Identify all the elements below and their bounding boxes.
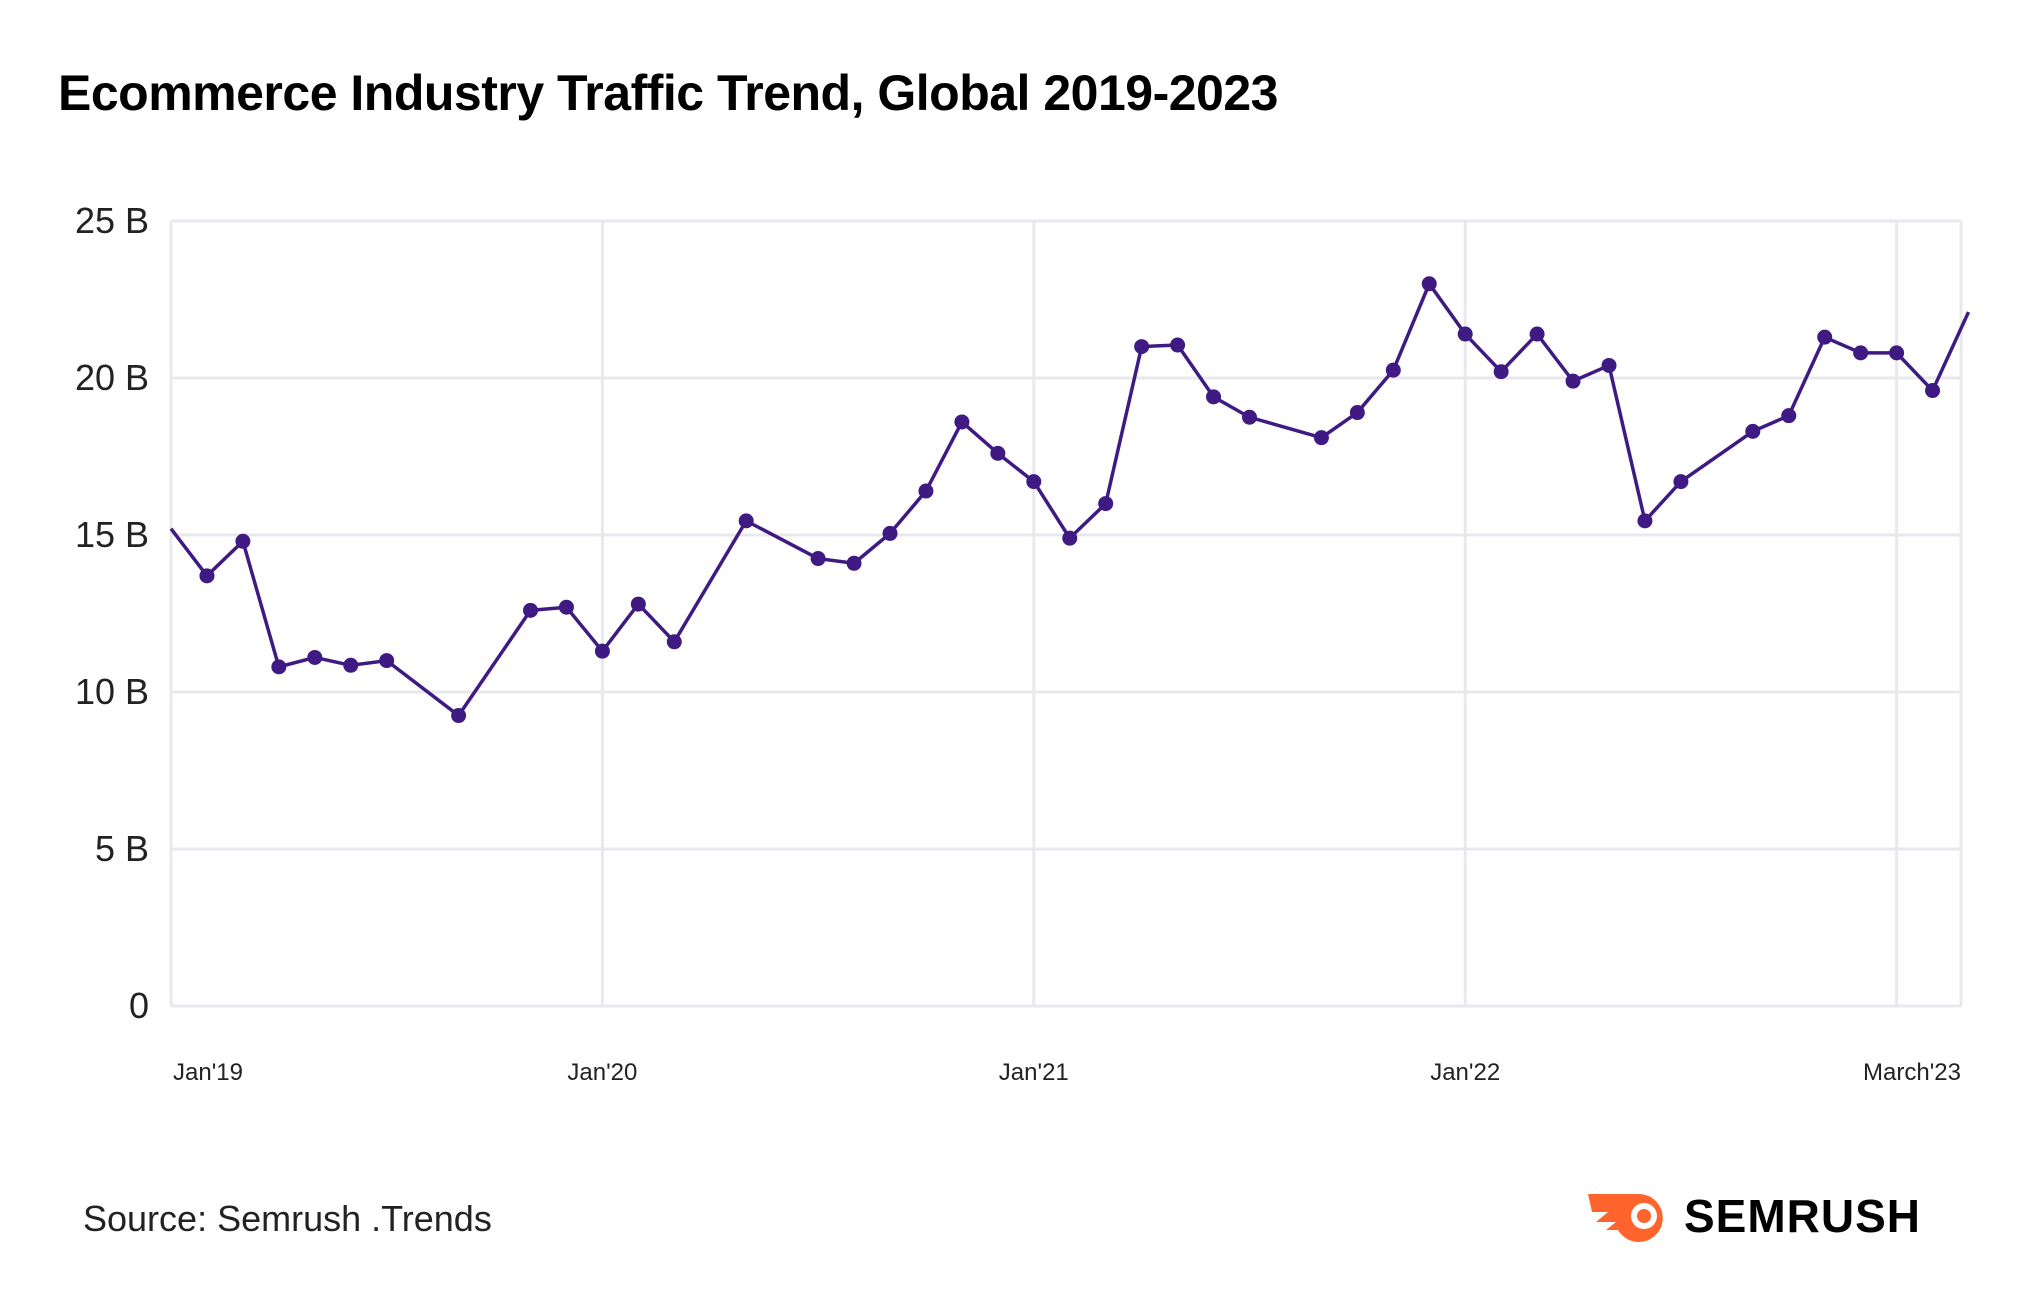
data-point (1134, 339, 1150, 355)
data-point (882, 525, 898, 541)
data-point (1781, 408, 1797, 424)
data-point (738, 513, 754, 529)
y-tick-label: 5 B (95, 828, 149, 869)
data-point (846, 555, 862, 571)
series-line (169, 282, 1971, 718)
data-point (1098, 496, 1114, 512)
data-point (1457, 326, 1473, 342)
data-point (1242, 409, 1257, 425)
x-tick-label: Jan'21 (999, 1059, 1069, 1086)
data-point (558, 599, 574, 615)
data-point (1313, 430, 1329, 446)
data-point (523, 602, 538, 618)
data-point (199, 568, 215, 584)
data-point (1493, 364, 1509, 380)
data-point (379, 653, 395, 669)
data-point (1673, 474, 1689, 490)
data-point (1170, 337, 1186, 353)
data-point (451, 708, 467, 724)
data-point (1026, 474, 1042, 490)
data-point (666, 634, 682, 650)
data-point (1421, 276, 1437, 292)
data-point (1817, 329, 1833, 345)
data-point (1385, 362, 1401, 378)
y-tick-label: 0 (129, 985, 149, 1026)
data-point (271, 659, 287, 675)
data-point (1529, 326, 1545, 342)
y-tick-label: 20 B (75, 357, 149, 398)
data-point (810, 551, 826, 567)
x-tick-label: Jan'20 (567, 1059, 637, 1086)
data-point (1889, 345, 1905, 361)
semrush-logo: SEMRUSH (1588, 1188, 1921, 1244)
y-tick-label: 25 B (75, 200, 149, 241)
data-point (1925, 383, 1941, 399)
line-chart: 0 5 B 10 B 15 B 20 B 25 B Jan'19 Jan'20 Jan'21 Ja… (75, 200, 1971, 1086)
x-tick-label: Jan'19 (173, 1059, 243, 1086)
semrush-logo-text: SEMRUSH (1684, 1190, 1922, 1242)
data-point (307, 649, 323, 665)
data-point (594, 643, 610, 659)
data-point (343, 657, 359, 673)
data-point (1062, 530, 1078, 546)
y-tick-label: 15 B (75, 514, 149, 555)
chart-title: Ecommerce Industry Traffic Trend, Global… (58, 65, 1278, 121)
data-point (235, 533, 251, 549)
x-tick-label: Jan'22 (1430, 1059, 1500, 1086)
data-point (1853, 345, 1869, 361)
data-point (1565, 373, 1581, 389)
data-point (918, 483, 934, 499)
semrush-flame-icon (1588, 1194, 1663, 1242)
data-point (954, 414, 970, 430)
data-point (990, 445, 1006, 461)
data-point (1206, 389, 1222, 405)
data-point (1349, 405, 1365, 421)
data-point (630, 596, 646, 612)
data-point (1745, 423, 1761, 439)
data-point (1637, 513, 1653, 529)
y-tick-label: 10 B (75, 671, 149, 712)
source-note: Source: Semrush .Trends (83, 1198, 492, 1239)
x-tick-label: March'23 (1863, 1059, 1961, 1086)
data-point (1601, 357, 1617, 373)
